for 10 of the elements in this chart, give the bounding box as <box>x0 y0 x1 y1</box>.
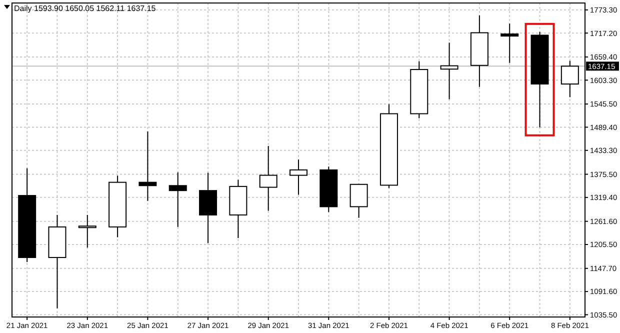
candlestick <box>138 130 157 202</box>
candlestick <box>350 183 368 218</box>
candlestick <box>168 172 187 228</box>
candlestick <box>78 214 96 248</box>
candlestick <box>560 60 579 98</box>
chart-title: Daily 1593.90 1650.05 1562.11 1637.15 <box>14 4 156 13</box>
candlestick <box>440 42 458 100</box>
candlestick <box>259 145 278 212</box>
candlestick <box>500 23 519 64</box>
candlestick <box>290 159 308 196</box>
